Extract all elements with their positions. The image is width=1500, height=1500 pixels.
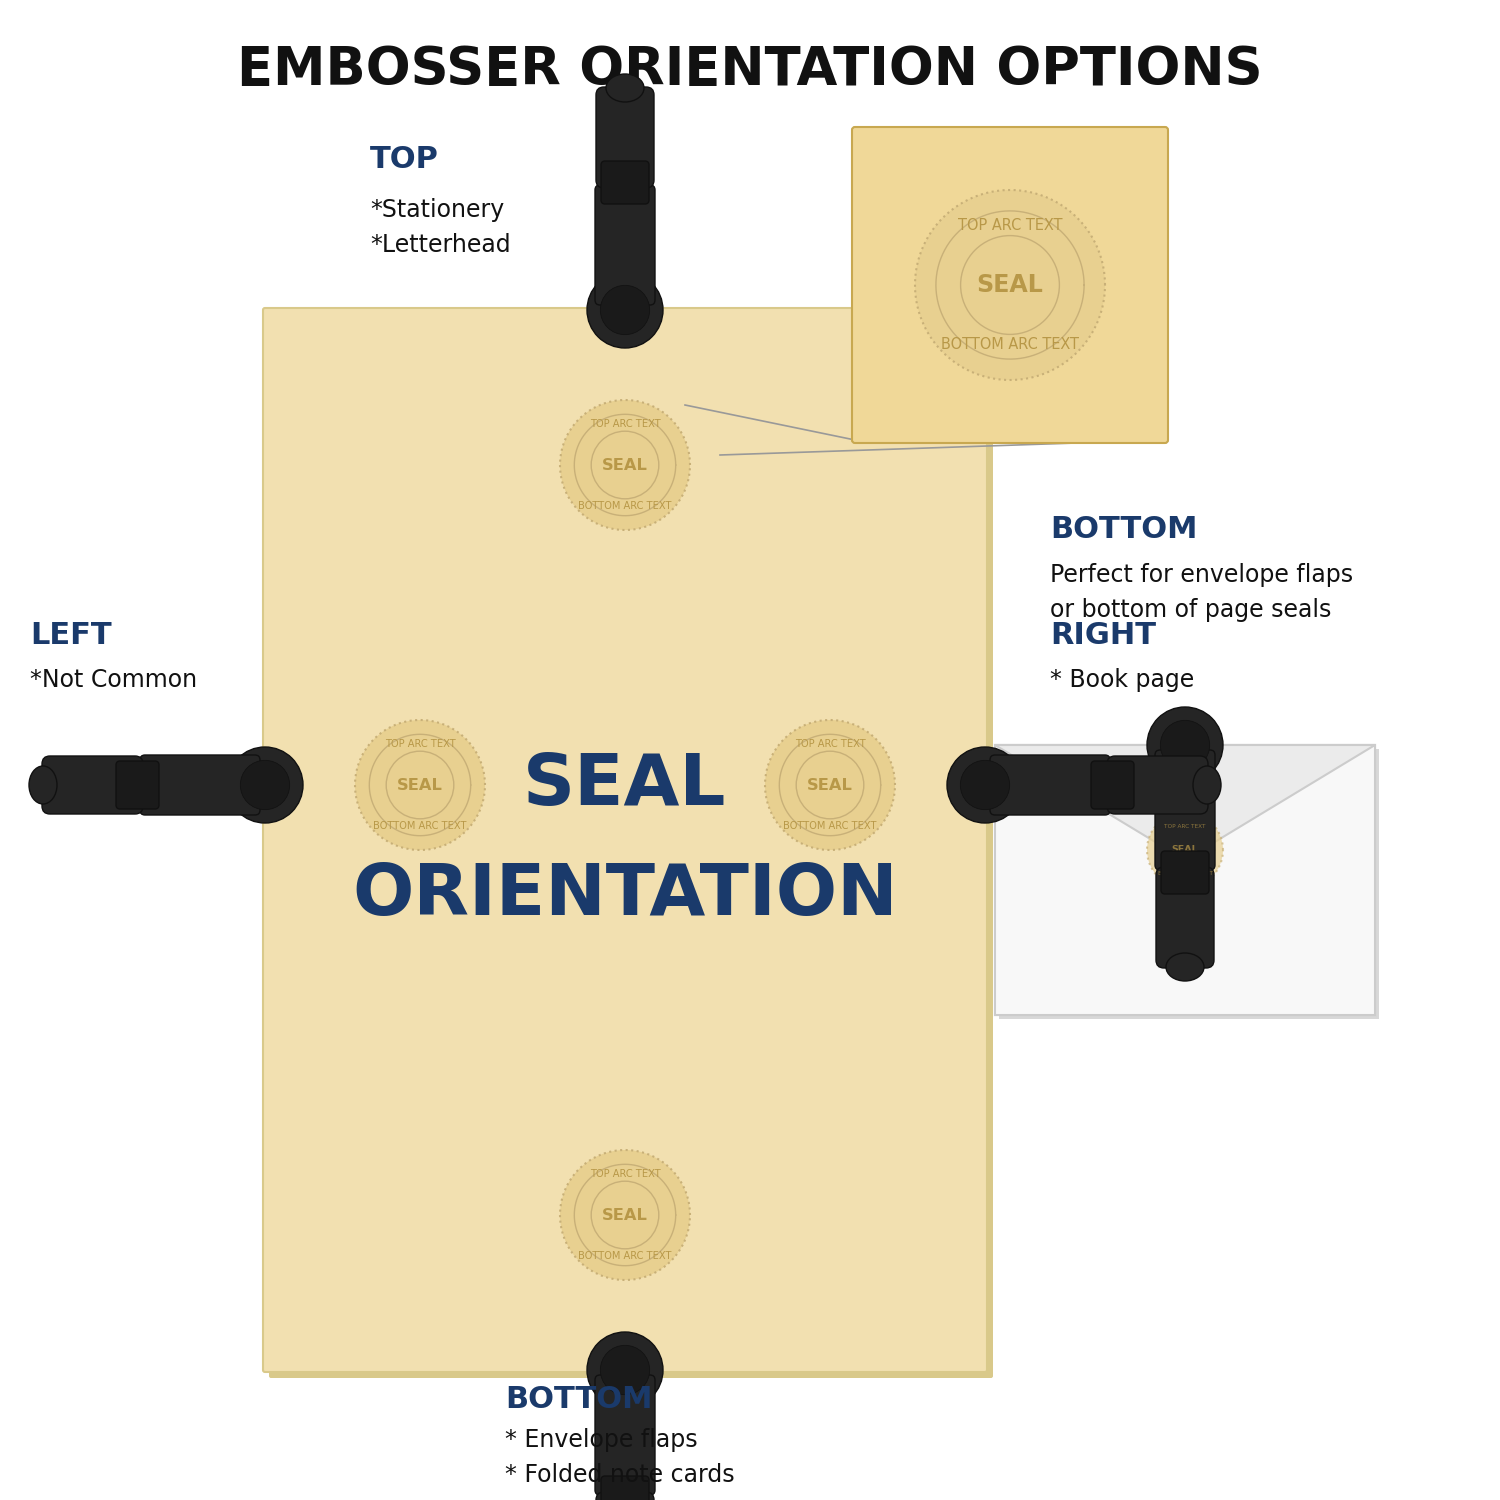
Text: *Not Common: *Not Common xyxy=(30,668,196,692)
Text: LEFT: LEFT xyxy=(30,621,111,650)
Text: BOTTOM: BOTTOM xyxy=(1050,516,1197,544)
Text: *Letterhead: *Letterhead xyxy=(370,232,510,256)
Text: SEAL: SEAL xyxy=(602,458,648,472)
FancyBboxPatch shape xyxy=(596,1376,656,1496)
Circle shape xyxy=(915,190,1106,380)
Circle shape xyxy=(226,747,303,824)
Text: * Folded note cards: * Folded note cards xyxy=(506,1462,735,1486)
FancyBboxPatch shape xyxy=(994,746,1376,1016)
FancyBboxPatch shape xyxy=(42,756,142,814)
FancyBboxPatch shape xyxy=(1155,750,1215,870)
FancyBboxPatch shape xyxy=(1156,867,1214,968)
Text: EMBOSSER ORIENTATION OPTIONS: EMBOSSER ORIENTATION OPTIONS xyxy=(237,44,1263,96)
Ellipse shape xyxy=(1166,952,1204,981)
FancyBboxPatch shape xyxy=(999,748,1378,1018)
FancyBboxPatch shape xyxy=(990,754,1110,814)
Circle shape xyxy=(946,747,1023,824)
Circle shape xyxy=(960,760,1010,810)
FancyBboxPatch shape xyxy=(596,1492,654,1500)
Text: BOTTOM ARC TEXT: BOTTOM ARC TEXT xyxy=(1158,871,1212,876)
Ellipse shape xyxy=(1192,766,1221,804)
Ellipse shape xyxy=(28,766,57,804)
Text: BOTTOM ARC TEXT: BOTTOM ARC TEXT xyxy=(783,821,876,831)
Circle shape xyxy=(586,272,663,348)
Text: ORIENTATION: ORIENTATION xyxy=(352,861,898,930)
Text: *Stationery: *Stationery xyxy=(370,198,504,222)
Circle shape xyxy=(1161,720,1209,770)
FancyBboxPatch shape xyxy=(1090,760,1134,808)
Circle shape xyxy=(600,285,650,334)
Ellipse shape xyxy=(606,74,644,102)
Circle shape xyxy=(600,1346,650,1395)
Text: SEAL: SEAL xyxy=(1172,846,1198,855)
Polygon shape xyxy=(994,746,1376,859)
Text: BOTTOM ARC TEXT: BOTTOM ARC TEXT xyxy=(940,338,1078,352)
Text: TOP ARC TEXT: TOP ARC TEXT xyxy=(795,740,865,748)
Text: SEAL: SEAL xyxy=(524,750,726,819)
Text: TOP: TOP xyxy=(370,146,440,174)
Text: Perfect for envelope flaps: Perfect for envelope flaps xyxy=(1050,562,1353,586)
FancyBboxPatch shape xyxy=(262,308,987,1372)
Text: RIGHT: RIGHT xyxy=(1050,621,1156,650)
Text: SEAL: SEAL xyxy=(976,273,1044,297)
Text: TOP ARC TEXT: TOP ARC TEXT xyxy=(590,1168,660,1179)
Text: BOTTOM ARC TEXT: BOTTOM ARC TEXT xyxy=(579,501,672,512)
Circle shape xyxy=(1148,812,1222,888)
FancyBboxPatch shape xyxy=(852,128,1168,442)
Text: TOP ARC TEXT: TOP ARC TEXT xyxy=(957,217,1062,232)
Text: TOP ARC TEXT: TOP ARC TEXT xyxy=(1164,824,1206,828)
Text: or bottom of page seals: or bottom of page seals xyxy=(1050,598,1332,622)
FancyBboxPatch shape xyxy=(994,746,1376,1016)
FancyBboxPatch shape xyxy=(140,754,260,814)
Text: SEAL: SEAL xyxy=(602,1208,648,1222)
Text: BOTTOM ARC TEXT: BOTTOM ARC TEXT xyxy=(374,821,466,831)
Text: BOTTOM: BOTTOM xyxy=(506,1386,652,1414)
Text: SEAL: SEAL xyxy=(398,777,442,792)
Text: TOP ARC TEXT: TOP ARC TEXT xyxy=(590,419,660,429)
Circle shape xyxy=(586,1332,663,1408)
Text: SEAL: SEAL xyxy=(807,777,853,792)
Circle shape xyxy=(560,1150,690,1280)
FancyBboxPatch shape xyxy=(596,184,656,304)
Circle shape xyxy=(356,720,484,850)
FancyBboxPatch shape xyxy=(602,1476,650,1500)
Circle shape xyxy=(560,400,690,530)
FancyBboxPatch shape xyxy=(602,160,650,204)
Text: BOTTOM ARC TEXT: BOTTOM ARC TEXT xyxy=(579,1251,672,1262)
Text: TOP ARC TEXT: TOP ARC TEXT xyxy=(384,740,456,748)
FancyBboxPatch shape xyxy=(1161,850,1209,894)
Text: * Book page: * Book page xyxy=(1050,668,1194,692)
Circle shape xyxy=(240,760,290,810)
FancyBboxPatch shape xyxy=(268,314,993,1378)
FancyBboxPatch shape xyxy=(116,760,159,808)
FancyBboxPatch shape xyxy=(596,87,654,188)
Text: * Envelope flaps: * Envelope flaps xyxy=(506,1428,698,1452)
Circle shape xyxy=(1148,706,1222,783)
FancyBboxPatch shape xyxy=(1107,756,1208,814)
Circle shape xyxy=(765,720,896,850)
